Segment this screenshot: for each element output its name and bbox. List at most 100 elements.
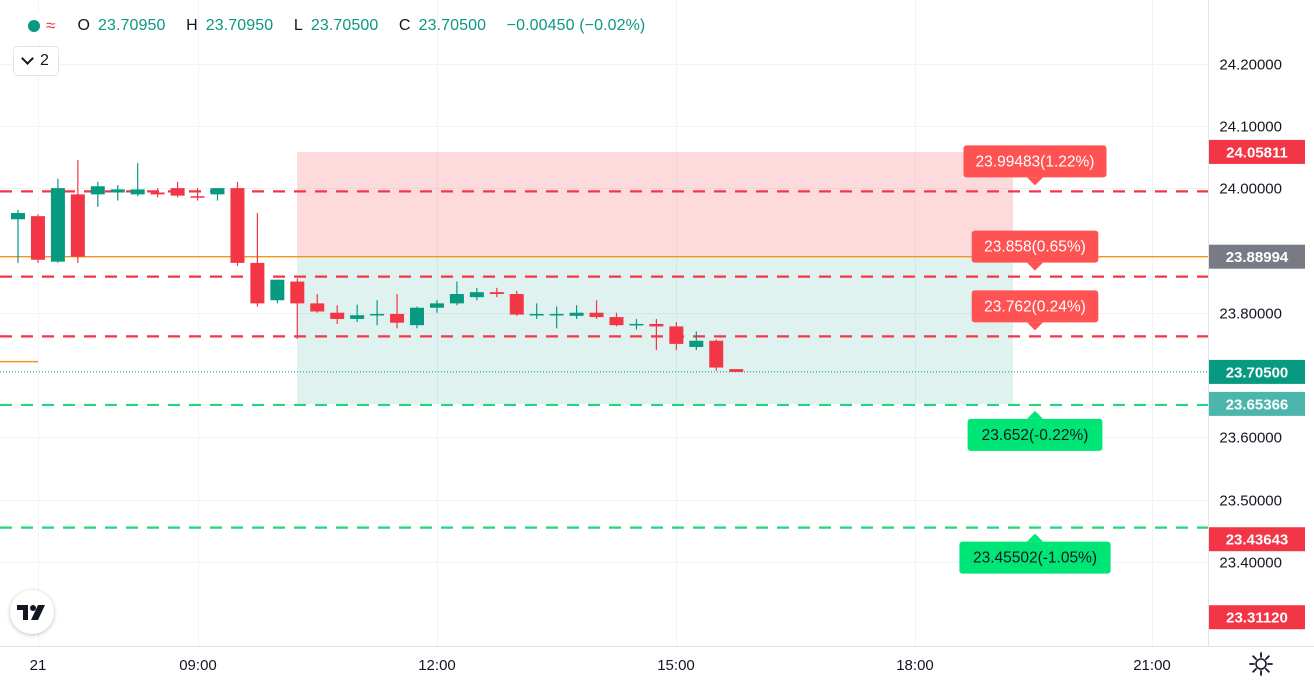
- time-tick-label: 18:00: [896, 657, 934, 674]
- tradingview-logo-icon[interactable]: [10, 590, 54, 634]
- level-label-box: [971, 230, 1099, 263]
- candle-body: [210, 188, 225, 195]
- close-key: C: [398, 17, 411, 34]
- candle-body: [569, 312, 584, 316]
- candle-body: [170, 188, 185, 196]
- candle-body: [469, 292, 484, 298]
- time-axis[interactable]: 21 09:00 12:00 15:00 18:00 21:00: [30, 657, 1171, 674]
- candle-body: [190, 196, 205, 198]
- price-badge-bg: [1209, 527, 1305, 552]
- ohlc-values: O 23.70950 H 23.70950 L 23.70500 C 23.70500 …: [77, 17, 653, 35]
- level-labels[interactable]: 23.99483(1.22%) 23.858(0.65%) 23.762(0.24%…: [959, 145, 1111, 574]
- candle-up: [629, 318, 644, 330]
- candle-up: [549, 306, 564, 329]
- indicators-collapse-button[interactable]: 2: [13, 46, 59, 76]
- level-label-box: [963, 145, 1107, 178]
- candle-body: [669, 326, 684, 344]
- position-zones: [297, 151, 1013, 404]
- level-label-text: 23.45502(-1.05%): [973, 550, 1097, 567]
- candle-body: [350, 315, 365, 319]
- candles: [11, 160, 744, 372]
- candle-down: [290, 278, 305, 339]
- high-value: 23.70950: [205, 17, 274, 34]
- candle-up: [210, 188, 225, 201]
- candle-down: [150, 188, 165, 198]
- candle-up: [410, 306, 424, 329]
- candle-body: [609, 317, 624, 326]
- candle-up: [90, 181, 105, 207]
- candle-body: [589, 312, 604, 318]
- candle-body: [330, 312, 345, 319]
- candle-body: [70, 194, 85, 257]
- price-badge-text: 24.05811: [1226, 144, 1288, 161]
- price-badge: 23.70500: [1209, 359, 1305, 384]
- grid: [0, 0, 1208, 646]
- level-label[interactable]: 23.45502(-1.05%): [959, 533, 1111, 574]
- candle-down: [609, 312, 624, 327]
- price-badges: 24.05811 23.88994 23.70500 23.65366 23.43643…: [1209, 139, 1305, 630]
- candle-down: [649, 318, 664, 351]
- candle-down: [30, 214, 45, 263]
- price-badge-text: 23.31120: [1226, 610, 1288, 627]
- wave-icon: ≈: [46, 16, 56, 35]
- level-label-box: [971, 290, 1099, 323]
- candle-body: [150, 192, 165, 195]
- price-axis[interactable]: 24.20000 24.10000 24.00000 23.80000 23.60000…: [1219, 57, 1282, 572]
- price-badge-bg: [1209, 139, 1305, 164]
- symbol-status-pill[interactable]: ≈: [18, 13, 64, 39]
- candle-down: [250, 213, 265, 307]
- level-label-box: [959, 541, 1111, 574]
- candle-up: [529, 303, 544, 319]
- price-badge-text: 23.43643: [1226, 532, 1289, 549]
- low-value: 23.70500: [310, 17, 379, 34]
- stop-loss-zone: [297, 151, 1013, 257]
- price-tick-label: 23.60000: [1219, 430, 1282, 447]
- candle-body: [110, 189, 125, 193]
- price-tick-label: 23.50000: [1219, 493, 1282, 510]
- level-label-text: 23.99483(1.22%): [976, 153, 1095, 170]
- candle-up: [110, 185, 125, 201]
- candle-down: [230, 181, 245, 266]
- price-badge-text: 23.65366: [1226, 396, 1289, 413]
- level-label-pointer: [1027, 322, 1043, 331]
- price-tick-label: 24.10000: [1219, 119, 1282, 136]
- candle-body: [549, 313, 564, 316]
- candle-body: [11, 213, 25, 220]
- level-label-text: 23.652(-0.22%): [982, 427, 1089, 444]
- candle-down: [709, 339, 724, 371]
- price-tick-label: 23.40000: [1219, 555, 1282, 572]
- price-badge-bg: [1209, 244, 1305, 269]
- candle-down: [669, 322, 684, 351]
- price-tick-label: 24.20000: [1219, 57, 1282, 74]
- candle-up: [370, 300, 385, 326]
- candle-body: [689, 340, 704, 347]
- take-profit-zone: [297, 256, 1013, 404]
- candle-down: [589, 300, 604, 319]
- candle-body: [130, 189, 145, 195]
- candle-down: [489, 287, 504, 298]
- open-value: 23.70950: [97, 17, 166, 34]
- price-badge: 23.31120: [1209, 605, 1305, 630]
- level-label[interactable]: 23.652(-0.22%): [967, 410, 1103, 451]
- candle-body: [629, 323, 644, 326]
- candle-body: [649, 323, 664, 327]
- candle-body: [729, 369, 744, 372]
- level-label-pointer: [1027, 177, 1043, 186]
- settings-gear-icon[interactable]: [1248, 651, 1274, 677]
- candle-down: [390, 294, 405, 329]
- level-label[interactable]: 23.762(0.24%): [971, 290, 1099, 331]
- candle-body: [709, 340, 724, 368]
- candle-up: [11, 209, 25, 263]
- candle-body: [509, 294, 524, 315]
- time-tick-label: 21:00: [1133, 657, 1171, 674]
- close-value: 23.70500: [418, 17, 487, 34]
- level-label[interactable]: 23.858(0.65%): [971, 230, 1099, 271]
- market-status-dot-icon: [28, 20, 40, 32]
- candle-body: [250, 262, 265, 304]
- candle-down: [70, 160, 85, 263]
- candle-down: [729, 369, 744, 372]
- candle-down: [190, 188, 205, 201]
- candle-up: [50, 178, 65, 263]
- level-label[interactable]: 23.99483(1.22%): [963, 145, 1107, 186]
